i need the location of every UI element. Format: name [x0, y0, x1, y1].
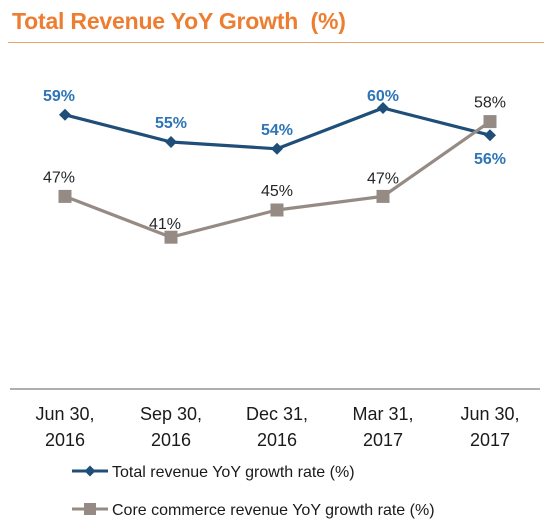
series-1-data-label: 59%: [43, 88, 75, 105]
legend-label: Core commerce revenue YoY growth rate (%…: [112, 502, 435, 519]
legend-diamond-marker: [84, 465, 96, 477]
series-1-data-label: 54%: [261, 122, 293, 139]
series-1-data-label: 56%: [474, 151, 506, 168]
series-1-point: [59, 108, 71, 121]
series-2-point: [58, 189, 72, 203]
x-tick-label: Jun 30, 2016: [35, 404, 94, 450]
series-1-point: [484, 129, 496, 142]
title-underline: [8, 42, 544, 43]
x-tick-label: Dec 31, 2016: [246, 404, 308, 450]
legend-label: Total revenue YoY growth rate (%): [112, 464, 355, 481]
series-1-point: [271, 142, 283, 155]
series-2-data-label: 47%: [367, 170, 399, 187]
series-2-point: [164, 230, 178, 244]
series-2-data-label: 45%: [261, 183, 293, 200]
legend-square-marker: [84, 503, 96, 515]
series-1-data-label: 55%: [155, 115, 187, 132]
series-2-data-label: 41%: [149, 216, 181, 233]
x-tick-label: Sep 30, 2016: [140, 404, 202, 450]
x-tick-label: Jun 30, 2017: [460, 404, 519, 450]
series-line-2: [64, 120, 491, 239]
x-tick-label: Mar 31, 2017: [352, 404, 413, 450]
legend-item-1: Total revenue YoY growth rate (%): [72, 464, 355, 481]
legend: Total revenue YoY growth rate (%) Core co…: [72, 464, 435, 519]
series-2-point: [483, 115, 497, 129]
series-1-point: [377, 102, 389, 114]
series-1-point: [165, 136, 177, 148]
series-2-data-label: 47%: [43, 169, 75, 186]
series-2-point: [270, 203, 284, 217]
series-2-data-label: 58%: [474, 95, 506, 112]
series-1-data-label: 60%: [367, 88, 399, 105]
legend-item-2: Core commerce revenue YoY growth rate (%…: [72, 502, 435, 519]
series-2-point: [376, 189, 390, 203]
chart-title: Total Revenue YoY Growth (%): [12, 8, 346, 34]
x-tick-labels: Jun 30, 2016 Sep 30, 2016 Dec 31, 2016 Mar 31,…: [35, 404, 519, 450]
series-layer: 59% 55% 54% 60% 56% 47% 41% 45% 47% 58%: [43, 88, 506, 244]
